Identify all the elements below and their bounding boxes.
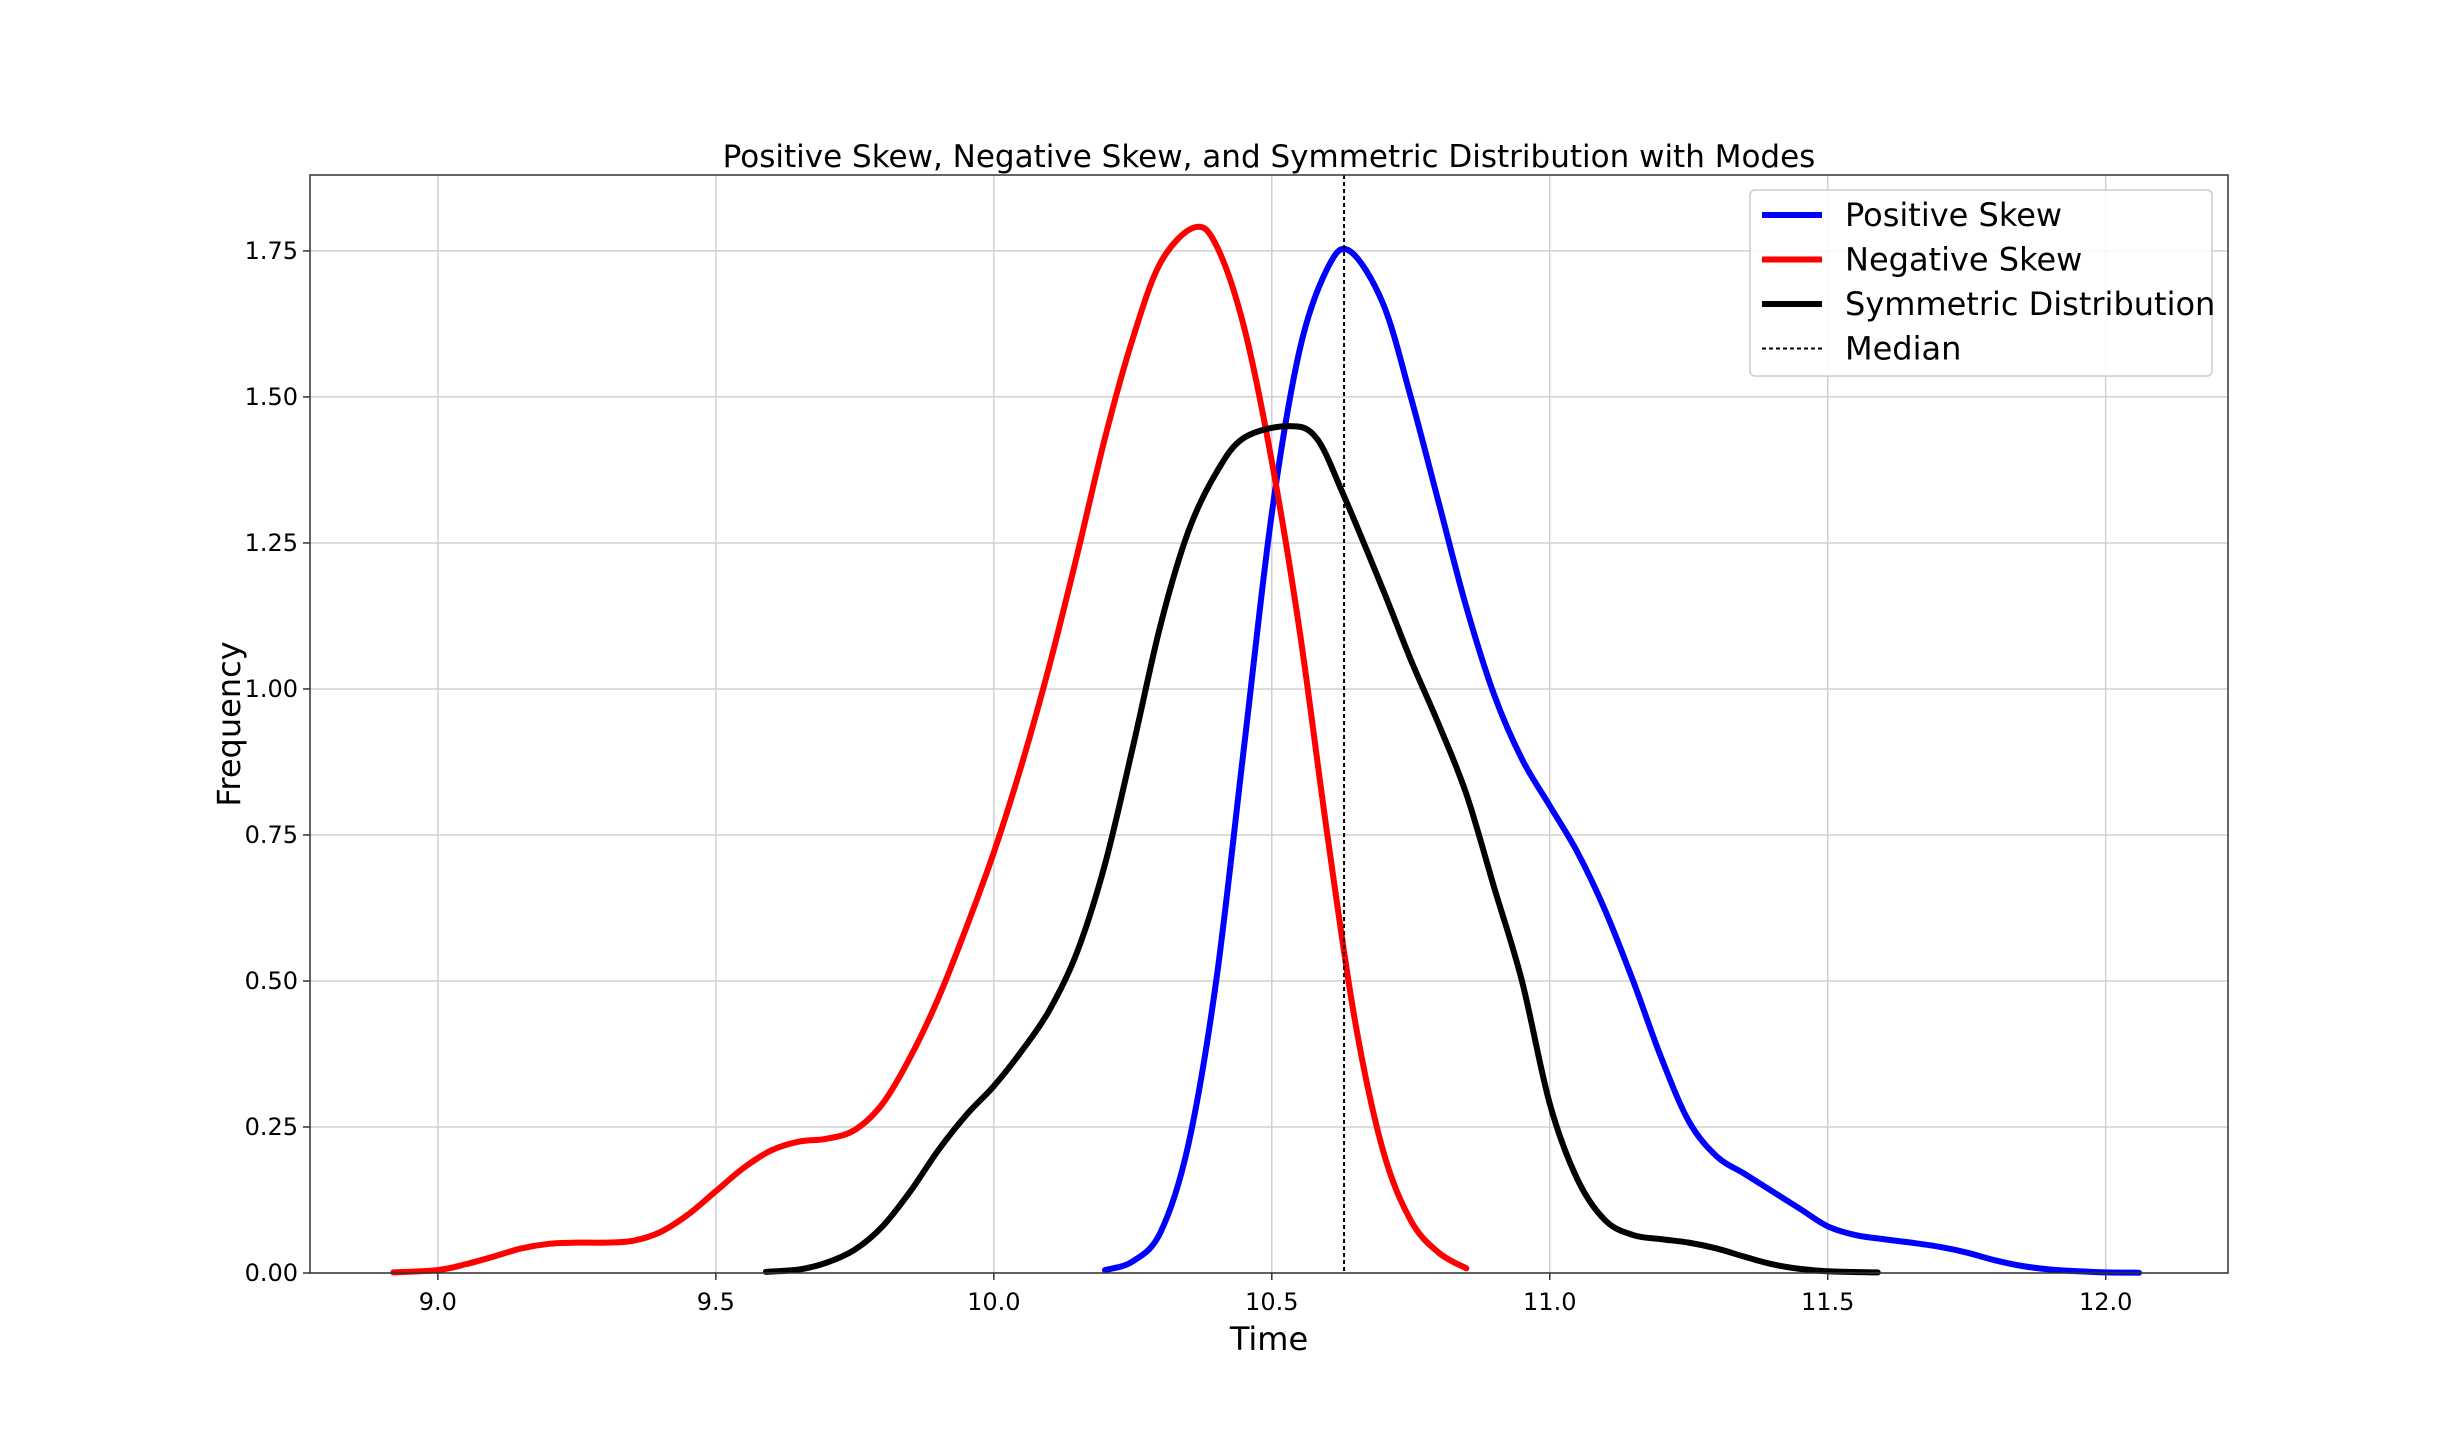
- x-axis-label: Time: [1229, 1320, 1308, 1358]
- y-tick-label: 1.75: [245, 237, 298, 265]
- y-tick-label: 0.00: [245, 1259, 298, 1287]
- x-tick-label: 9.5: [697, 1288, 735, 1316]
- y-tick-label: 1.50: [245, 383, 298, 411]
- series-lines: [390, 223, 2143, 1276]
- x-tick-label: 10.0: [967, 1288, 1020, 1316]
- x-tick-label: 9.0: [419, 1288, 457, 1316]
- legend-label: Symmetric Distribution: [1845, 285, 2215, 323]
- y-tick-label: 0.50: [245, 967, 298, 995]
- x-tick-label: 10.5: [1245, 1288, 1298, 1316]
- y-axis-label: Frequency: [210, 641, 248, 806]
- y-tick-label: 0.75: [245, 821, 298, 849]
- x-tick-label: 11.0: [1523, 1288, 1576, 1316]
- x-axis-ticks: 9.0 9.5 10.0 10.5 11.0 11.5 12.0: [419, 1273, 2132, 1316]
- y-axis-ticks: 0.00 0.25 0.50 0.75 1.00 1.25 1.50 1.75: [245, 237, 310, 1287]
- y-tick-label: 1.25: [245, 529, 298, 557]
- y-tick-label: 1.00: [245, 675, 298, 703]
- y-tick-label: 0.25: [245, 1113, 298, 1141]
- series-line-positive-skew: [1102, 245, 2143, 1276]
- plot-frame: [309, 174, 2229, 1274]
- legend-frame: [1749, 189, 2213, 377]
- x-tick-label: 11.5: [1801, 1288, 1854, 1316]
- legend-label: Positive Skew: [1845, 196, 2062, 234]
- x-tick-label: 12.0: [2079, 1288, 2132, 1316]
- legend: Positive Skew Negative Skew Symmetric Dist…: [1749, 189, 2215, 377]
- series-line-symmetric-distribution: [762, 423, 1881, 1276]
- series-line-negative-skew: [390, 223, 1470, 1276]
- chart-title: Positive Skew, Negative Skew, and Symmet…: [723, 139, 1816, 175]
- legend-label: Negative Skew: [1845, 241, 2082, 279]
- legend-label: Median: [1845, 330, 1961, 368]
